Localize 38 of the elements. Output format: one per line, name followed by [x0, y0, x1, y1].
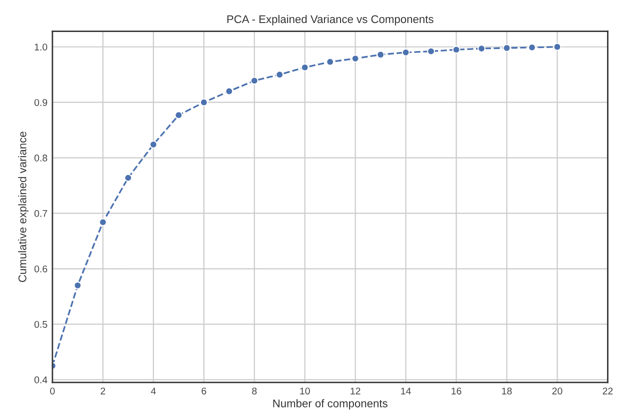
x-tick-label: 16 — [452, 388, 462, 394]
point — [402, 48, 410, 56]
x-tick-label: 4 — [150, 388, 156, 394]
x-tick-label: 18 — [502, 388, 512, 394]
point — [124, 174, 132, 182]
y-tick-label: 0.9 — [34, 99, 48, 106]
y-tick-label: 0.6 — [34, 265, 48, 272]
point — [276, 70, 284, 79]
point — [250, 76, 258, 85]
y-tick-label: 0.5 — [34, 320, 48, 328]
x-tick-label: 14 — [401, 388, 411, 394]
point — [502, 44, 511, 52]
point — [452, 46, 460, 54]
y-tick-label: 0.7 — [34, 210, 48, 217]
x-tick-label: 22 — [602, 388, 613, 394]
point — [225, 87, 234, 96]
point — [149, 140, 158, 148]
y-tick-label: 1.0 — [34, 44, 48, 50]
point — [427, 47, 436, 56]
point — [553, 42, 562, 51]
x-tick-label: 20 — [552, 388, 562, 394]
y-axis-title: Cumulative explained variance — [18, 132, 29, 282]
x-tick-label: 10 — [300, 388, 310, 394]
y-tick-label: 0.4 — [34, 376, 48, 384]
x-tick-label: 6 — [202, 388, 206, 394]
point — [174, 111, 183, 120]
y-tick-label: 0.8 — [34, 154, 48, 162]
x-tick-label: 2 — [100, 388, 106, 394]
x-tick-label: 0 — [50, 388, 55, 394]
point — [200, 98, 208, 106]
x-tick-label: 12 — [350, 388, 360, 394]
point — [376, 50, 385, 59]
point — [74, 281, 82, 290]
x-axis-title: Number of components — [273, 399, 388, 410]
point — [300, 63, 309, 72]
x-tick-label: 8 — [252, 388, 257, 394]
point — [351, 54, 360, 63]
chart-title: PCA - Explained Variance vs Components — [227, 14, 434, 26]
